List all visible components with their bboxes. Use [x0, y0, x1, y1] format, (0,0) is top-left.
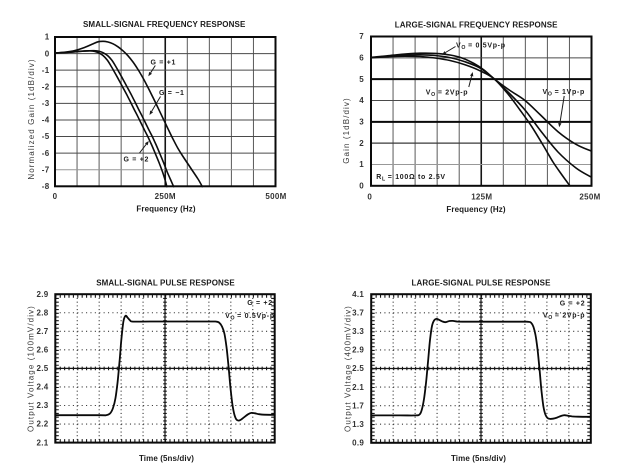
svg-text:3: 3 [359, 118, 364, 127]
svg-text:250M: 250M [579, 193, 600, 202]
svg-text:G = −1: G = −1 [159, 90, 185, 97]
svg-text:7: 7 [359, 32, 364, 41]
svg-text:2.3: 2.3 [36, 401, 48, 410]
svg-text:G = +2: G = +2 [124, 157, 150, 164]
svg-text:G = +1: G = +1 [151, 59, 177, 66]
svg-text:LARGE-SIGNAL PULSE RESPONSE: LARGE-SIGNAL PULSE RESPONSE [411, 279, 551, 288]
svg-text:Output Voltage (100mV/div): Output Voltage (100mV/div) [27, 305, 36, 432]
svg-text:VO = 0.5Vp-p: VO = 0.5Vp-p [225, 313, 275, 322]
svg-text:-2: -2 [42, 83, 50, 92]
svg-text:1: 1 [359, 160, 364, 169]
svg-text:2.6: 2.6 [36, 346, 48, 355]
svg-text:Time (5ns/div): Time (5ns/div) [451, 454, 506, 463]
svg-text:VO = 2Vp-p: VO = 2Vp-p [543, 313, 585, 322]
svg-text:-6: -6 [42, 149, 50, 158]
svg-text:5: 5 [359, 75, 364, 84]
svg-text:2: 2 [359, 139, 364, 148]
svg-text:Frequency (Hz): Frequency (Hz) [446, 205, 505, 214]
svg-text:VO = 2Vp-p: VO = 2Vp-p [426, 90, 468, 99]
svg-text:Time (5ns/div): Time (5ns/div) [139, 454, 194, 463]
svg-text:-4: -4 [42, 116, 50, 125]
svg-text:2.5: 2.5 [36, 364, 48, 373]
svg-text:2.8: 2.8 [36, 308, 48, 317]
svg-text:G = +2: G = +2 [560, 301, 586, 308]
svg-text:1: 1 [45, 33, 50, 42]
svg-text:4.1: 4.1 [352, 290, 364, 299]
svg-text:500M: 500M [265, 192, 286, 201]
svg-text:1.7: 1.7 [352, 401, 364, 410]
svg-text:3.7: 3.7 [352, 309, 364, 318]
svg-text:2.5: 2.5 [352, 364, 364, 373]
svg-text:-1: -1 [42, 66, 50, 75]
svg-text:1.3: 1.3 [352, 420, 364, 429]
svg-text:125M: 125M [471, 193, 492, 202]
svg-text:0: 0 [359, 182, 364, 191]
svg-text:RL = 100Ω to 2.5V: RL = 100Ω to 2.5V [376, 174, 446, 183]
svg-text:VO = 1Vp-p: VO = 1Vp-p [543, 89, 585, 98]
svg-text:2.7: 2.7 [36, 327, 48, 336]
svg-text:Normalized Gain (1dB/div): Normalized Gain (1dB/div) [27, 58, 36, 179]
svg-text:6: 6 [359, 54, 364, 63]
svg-text:-5: -5 [42, 132, 50, 141]
svg-text:2.1: 2.1 [352, 383, 364, 392]
svg-text:SMALL-SIGNAL PULSE RESPONSE: SMALL-SIGNAL PULSE RESPONSE [96, 279, 235, 288]
svg-text:2.2: 2.2 [36, 420, 48, 429]
svg-text:2.1: 2.1 [36, 438, 48, 447]
svg-text:LARGE-SIGNAL FREQUENCY RESPONS: LARGE-SIGNAL FREQUENCY RESPONSE [395, 21, 558, 30]
svg-text:0: 0 [367, 193, 372, 202]
svg-text:2.9: 2.9 [352, 346, 364, 355]
svg-text:Gain (1dB/div): Gain (1dB/div) [342, 97, 351, 164]
svg-text:3.3: 3.3 [352, 327, 364, 336]
svg-text:-8: -8 [42, 182, 50, 191]
svg-text:250M: 250M [155, 192, 176, 201]
svg-text:2.4: 2.4 [36, 383, 48, 392]
svg-text:VO = 0.5Vp-p: VO = 0.5Vp-p [456, 43, 506, 52]
svg-text:-3: -3 [42, 99, 50, 108]
svg-text:4: 4 [359, 96, 364, 105]
svg-text:0.9: 0.9 [352, 439, 364, 448]
svg-text:0: 0 [45, 49, 50, 58]
svg-text:-7: -7 [42, 165, 50, 174]
svg-text:0: 0 [53, 192, 58, 201]
svg-text:G = +2: G = +2 [247, 300, 273, 307]
svg-text:SMALL-SIGNAL FREQUENCY RESPONS: SMALL-SIGNAL FREQUENCY RESPONSE [83, 20, 246, 29]
svg-text:Frequency (Hz): Frequency (Hz) [136, 205, 195, 214]
svg-text:2.9: 2.9 [36, 290, 48, 299]
svg-text:Output Voltage (400mV/div): Output Voltage (400mV/div) [344, 305, 353, 432]
